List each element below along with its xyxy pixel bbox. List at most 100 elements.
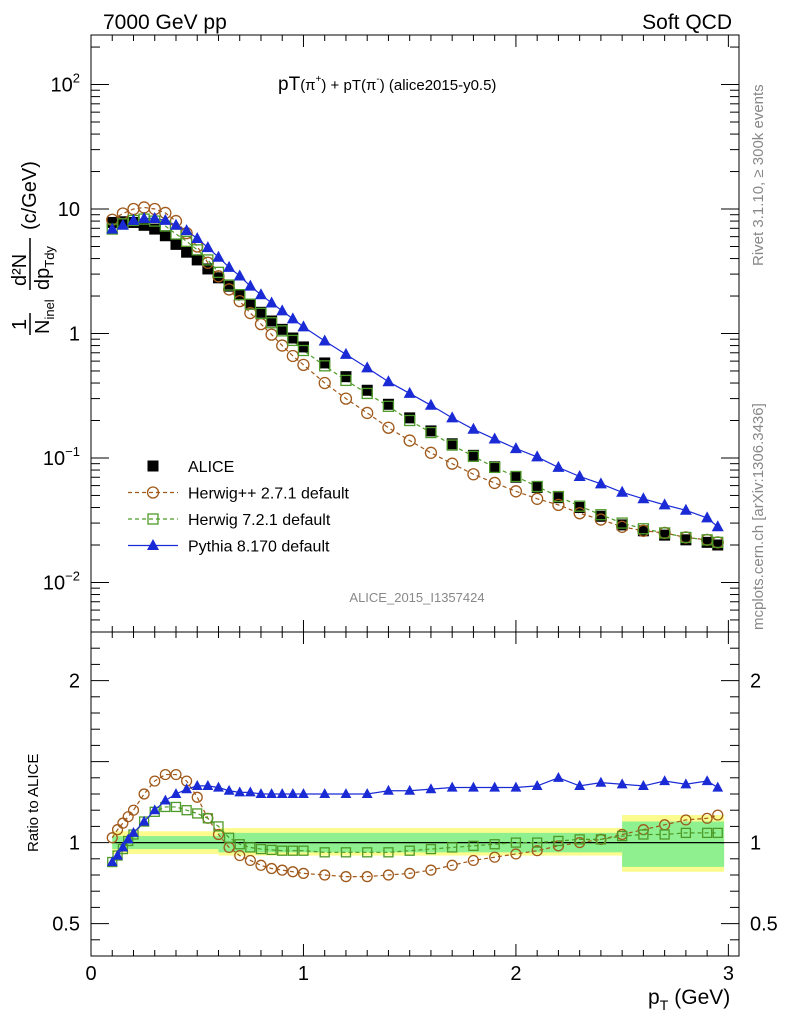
main-point bbox=[319, 360, 331, 372]
main-point bbox=[382, 375, 395, 387]
ratio-point bbox=[212, 828, 225, 841]
main-point bbox=[276, 323, 288, 335]
ratio-point bbox=[468, 781, 479, 792]
main-point bbox=[679, 503, 692, 515]
main-point bbox=[191, 254, 203, 266]
ratio-point bbox=[468, 840, 479, 851]
main-point bbox=[424, 446, 438, 459]
ratio-y-tick-label-right: 1 bbox=[750, 833, 761, 855]
ratio-point bbox=[446, 859, 458, 871]
main-point bbox=[658, 498, 671, 510]
main-point bbox=[425, 426, 437, 439]
main-point bbox=[467, 422, 480, 434]
ratio-point bbox=[659, 775, 671, 786]
main-point bbox=[510, 470, 522, 483]
main-point bbox=[489, 461, 501, 474]
main-point bbox=[531, 450, 544, 462]
main-point bbox=[212, 266, 225, 278]
ratio-series-line bbox=[111, 773, 718, 878]
main-point bbox=[148, 211, 161, 223]
ratio-point bbox=[425, 783, 437, 794]
main-point bbox=[446, 438, 458, 450]
main-point bbox=[637, 492, 650, 504]
main-point bbox=[169, 218, 182, 230]
y-tick-label: 102 bbox=[51, 71, 80, 97]
main-point bbox=[223, 279, 235, 291]
legend-label: ALICE bbox=[188, 459, 234, 476]
ratio-y-label: Ratio to ALICE bbox=[25, 754, 42, 852]
rivet-label: Rivet 3.1.10, ≥ 300k events bbox=[750, 84, 767, 266]
x-tick-label: 2 bbox=[510, 963, 521, 985]
ratio-point bbox=[202, 780, 214, 790]
ratio-point bbox=[277, 845, 288, 856]
ratio-point bbox=[680, 814, 692, 826]
y-tick-label: 10−2 bbox=[43, 568, 80, 594]
ratio-point bbox=[340, 871, 352, 883]
main-point bbox=[254, 288, 267, 300]
ratio-point bbox=[122, 811, 134, 823]
ratio-point bbox=[510, 848, 522, 860]
main-point bbox=[170, 228, 182, 240]
ratio-point bbox=[191, 780, 203, 790]
legend-marker bbox=[147, 513, 159, 525]
main-point bbox=[159, 230, 171, 242]
main-point bbox=[489, 461, 501, 473]
main-point bbox=[531, 492, 544, 505]
main-point bbox=[594, 477, 607, 489]
ratio-point bbox=[159, 794, 171, 805]
ratio-point bbox=[298, 788, 309, 799]
ratio-point bbox=[234, 839, 245, 850]
ratio-point bbox=[404, 845, 415, 856]
main-point bbox=[382, 400, 395, 412]
main-point bbox=[552, 490, 565, 503]
ratio-point bbox=[712, 809, 724, 821]
main-point bbox=[488, 432, 501, 444]
y-tick-label: 1 bbox=[69, 324, 80, 346]
ratio-point bbox=[170, 788, 182, 799]
ratio-point bbox=[106, 856, 118, 867]
header-left: 7000 GeV pp bbox=[103, 11, 227, 34]
x-tick-label: 1 bbox=[298, 963, 309, 985]
main-point bbox=[574, 500, 586, 512]
main-point bbox=[339, 392, 353, 405]
ratio-point bbox=[223, 832, 235, 843]
main-point bbox=[424, 398, 437, 410]
main-point bbox=[170, 238, 182, 250]
main-point bbox=[106, 216, 118, 228]
ratio-band-inner bbox=[622, 821, 725, 867]
ratio-point bbox=[266, 844, 277, 856]
main-point bbox=[616, 517, 628, 529]
ratio-point bbox=[425, 864, 437, 876]
ratio-point bbox=[361, 788, 373, 799]
main-point bbox=[446, 411, 459, 423]
legend-label: Herwig 7.2.1 default bbox=[188, 512, 331, 529]
ratio-y-tick-label: 2 bbox=[69, 671, 80, 693]
main-point bbox=[382, 398, 394, 410]
ylabel-tdy: Tdy bbox=[42, 246, 57, 268]
ylabel-n: Ninel bbox=[32, 299, 57, 334]
ratio-point bbox=[298, 845, 309, 856]
main-point bbox=[531, 481, 543, 493]
main-point bbox=[340, 374, 352, 387]
ratio-y-tick-label-right: 0.5 bbox=[750, 914, 778, 936]
ratio-point bbox=[181, 783, 193, 794]
ratio-point bbox=[616, 830, 628, 842]
title-part-a: pT bbox=[278, 74, 301, 95]
main-point bbox=[658, 527, 671, 539]
ratio-point bbox=[383, 847, 394, 858]
ratio-point bbox=[287, 866, 299, 878]
ratio-y-tick-label-right: 2 bbox=[750, 671, 761, 693]
main-point bbox=[467, 468, 480, 481]
main-point bbox=[403, 386, 416, 398]
ratio-point bbox=[138, 788, 150, 800]
ratio-point bbox=[404, 867, 416, 879]
ratio-point bbox=[319, 869, 331, 881]
y-tick-label: 10 bbox=[58, 199, 80, 221]
main-point bbox=[138, 219, 150, 231]
ratio-panel-frame bbox=[90, 631, 740, 957]
main-point bbox=[234, 289, 246, 301]
main-point bbox=[255, 307, 267, 320]
main-point bbox=[509, 485, 523, 498]
ratio-point bbox=[202, 813, 214, 824]
ratio-point bbox=[276, 788, 288, 799]
